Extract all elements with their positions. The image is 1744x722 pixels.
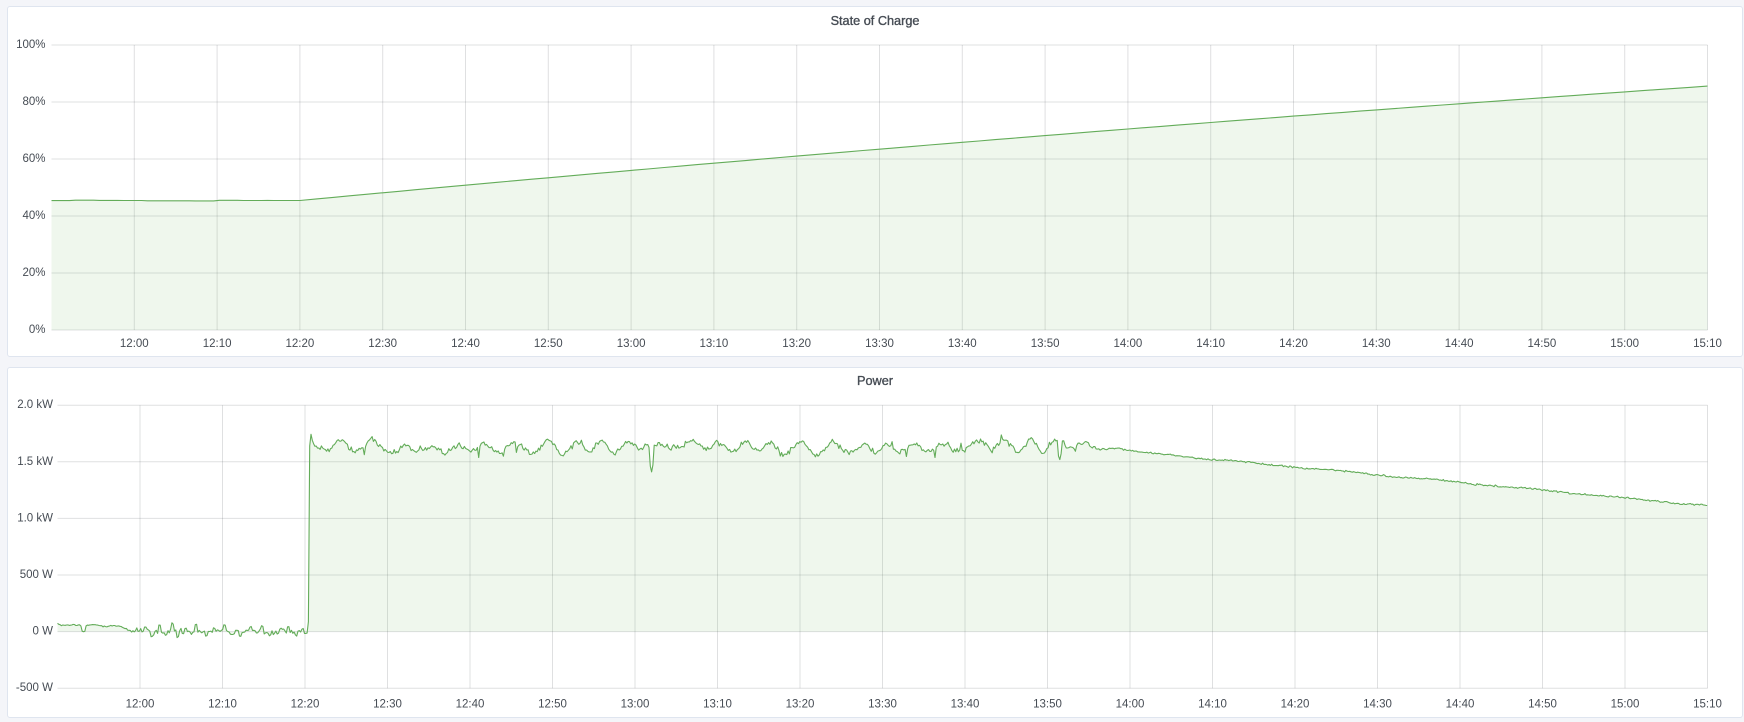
svg-text:1.5 kW: 1.5 kW — [17, 456, 53, 468]
svg-text:14:20: 14:20 — [1279, 338, 1308, 350]
svg-text:14:00: 14:00 — [1116, 699, 1145, 711]
svg-text:13:30: 13:30 — [865, 338, 894, 350]
svg-text:500 W: 500 W — [20, 569, 53, 581]
svg-text:14:30: 14:30 — [1362, 338, 1391, 350]
svg-text:80%: 80% — [22, 96, 45, 108]
svg-text:15:10: 15:10 — [1693, 338, 1722, 350]
svg-text:-500 W: -500 W — [16, 682, 53, 694]
svg-text:14:40: 14:40 — [1446, 699, 1475, 711]
svg-text:15:10: 15:10 — [1693, 699, 1722, 711]
svg-text:12:30: 12:30 — [373, 699, 402, 711]
svg-text:13:50: 13:50 — [1033, 699, 1062, 711]
svg-text:12:10: 12:10 — [208, 699, 237, 711]
svg-text:60%: 60% — [22, 153, 45, 165]
svg-text:13:10: 13:10 — [700, 338, 729, 350]
svg-text:13:30: 13:30 — [868, 699, 897, 711]
svg-text:12:20: 12:20 — [286, 338, 315, 350]
svg-text:2.0 kW: 2.0 kW — [17, 399, 53, 411]
svg-text:13:40: 13:40 — [948, 338, 977, 350]
svg-text:12:20: 12:20 — [291, 699, 320, 711]
svg-text:14:10: 14:10 — [1198, 699, 1227, 711]
svg-text:13:00: 13:00 — [621, 699, 650, 711]
svg-text:12:50: 12:50 — [538, 699, 567, 711]
svg-text:14:20: 14:20 — [1281, 699, 1310, 711]
svg-text:1.0 kW: 1.0 kW — [17, 512, 53, 524]
svg-text:12:30: 12:30 — [368, 338, 397, 350]
svg-text:12:00: 12:00 — [126, 699, 155, 711]
svg-text:13:00: 13:00 — [617, 338, 646, 350]
svg-text:0%: 0% — [29, 324, 46, 336]
svg-text:15:00: 15:00 — [1610, 338, 1639, 350]
svg-text:0 W: 0 W — [33, 626, 54, 638]
svg-text:40%: 40% — [22, 210, 45, 222]
svg-text:13:20: 13:20 — [782, 338, 811, 350]
svg-text:12:40: 12:40 — [451, 338, 480, 350]
svg-text:15:00: 15:00 — [1611, 699, 1640, 711]
svg-text:14:00: 14:00 — [1114, 338, 1143, 350]
svg-text:100%: 100% — [16, 39, 45, 51]
svg-text:14:30: 14:30 — [1363, 699, 1392, 711]
svg-text:14:50: 14:50 — [1528, 699, 1557, 711]
svg-text:13:20: 13:20 — [786, 699, 815, 711]
svg-text:13:40: 13:40 — [951, 699, 980, 711]
svg-text:13:10: 13:10 — [703, 699, 732, 711]
svg-text:14:40: 14:40 — [1445, 338, 1474, 350]
svg-text:13:50: 13:50 — [1031, 338, 1060, 350]
svg-text:12:50: 12:50 — [534, 338, 563, 350]
svg-text:12:00: 12:00 — [120, 338, 149, 350]
svg-text:12:10: 12:10 — [203, 338, 232, 350]
svg-text:12:40: 12:40 — [456, 699, 485, 711]
svg-text:20%: 20% — [22, 267, 45, 279]
svg-text:14:50: 14:50 — [1528, 338, 1557, 350]
svg-text:14:10: 14:10 — [1196, 338, 1225, 350]
